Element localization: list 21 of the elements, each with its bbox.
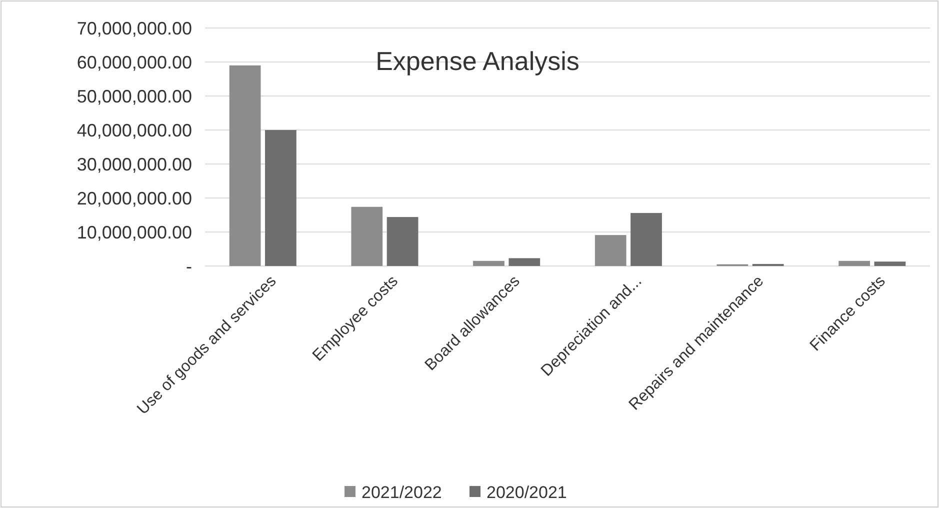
bar (630, 212, 662, 266)
bar (874, 262, 906, 266)
y-tick-label: - (186, 256, 192, 276)
y-tick-label: 40,000,000.00 (76, 120, 192, 140)
y-tick-label: 20,000,000.00 (76, 188, 192, 208)
bar (508, 258, 540, 266)
bar (265, 130, 296, 266)
text: Expense Analysis (376, 46, 580, 76)
y-tick-label: 50,000,000.00 (76, 86, 192, 106)
y-tick-label: 70,000,000.00 (76, 18, 192, 38)
bar (229, 65, 261, 266)
bar (473, 260, 504, 266)
y-tick-label: 60,000,000.00 (76, 52, 192, 72)
legend-label: 2020/2021 (486, 482, 567, 502)
legend-label: 2021/2022 (362, 482, 442, 502)
bar (594, 235, 626, 266)
y-tick-label: 30,000,000.00 (76, 154, 192, 174)
y-tick-label: 10,000,000.00 (76, 222, 192, 242)
bar (838, 260, 870, 266)
bar (351, 206, 383, 266)
bar (386, 217, 418, 266)
